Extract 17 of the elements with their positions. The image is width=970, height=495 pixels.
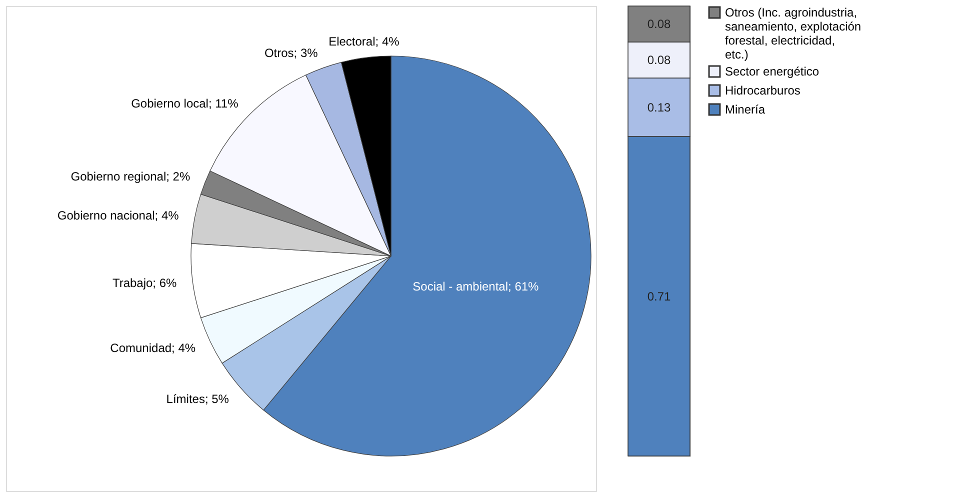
legend-label: Otros (Inc. agroindustria, saneamiento, explotación forestal, electricidad, etc.)	[725, 6, 862, 62]
slice-label: Social - ambiental; 61%	[412, 279, 540, 294]
slice-label: Límites; 5%	[166, 392, 230, 406]
data-label: 0.71	[647, 289, 671, 304]
data-label: 0.13	[647, 100, 671, 114]
slice-label: Gobierno regional; 2%	[70, 169, 190, 184]
legend-label: Sector energético	[725, 64, 820, 78]
slice-label: Gobierno local; 11%	[131, 96, 239, 110]
legend-label: Hidrocarburos	[725, 84, 800, 98]
data-label: 0.08	[647, 53, 671, 67]
slice-label: Gobierno nacional; 4%	[57, 208, 180, 223]
slice-label: Electoral; 4%	[328, 34, 400, 49]
slice-label: Otros; 3%	[264, 46, 318, 60]
legend-label: Minería	[725, 102, 766, 116]
data-label: 0.08	[647, 17, 671, 31]
slice-label: Comunidad; 4%	[110, 340, 196, 355]
slice-label: Trabajo; 6%	[112, 276, 178, 290]
